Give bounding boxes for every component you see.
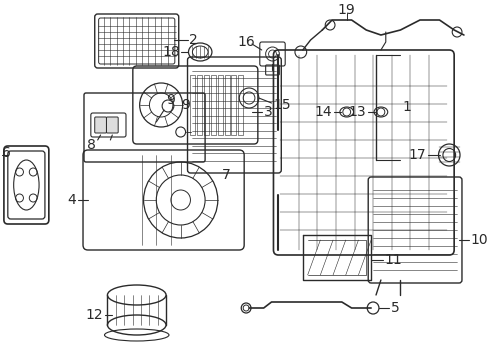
Bar <box>224 75 229 135</box>
Text: 4: 4 <box>68 193 76 207</box>
Bar <box>218 75 222 135</box>
Text: 17: 17 <box>408 148 426 162</box>
Text: 8: 8 <box>87 138 96 152</box>
Text: 9: 9 <box>181 98 190 112</box>
Text: 10: 10 <box>471 233 489 247</box>
Text: 7: 7 <box>222 168 231 182</box>
Text: 3: 3 <box>264 105 272 119</box>
Bar <box>191 75 196 135</box>
Bar <box>197 75 202 135</box>
Text: 9: 9 <box>167 93 175 107</box>
Text: 19: 19 <box>338 3 356 17</box>
Text: 2: 2 <box>190 33 198 47</box>
Text: 18: 18 <box>162 45 180 59</box>
Text: 13: 13 <box>348 105 366 119</box>
Bar <box>211 75 216 135</box>
Text: 16: 16 <box>237 35 255 49</box>
FancyBboxPatch shape <box>106 117 118 133</box>
Text: 12: 12 <box>86 308 103 322</box>
Text: 6: 6 <box>2 146 11 160</box>
Text: 5: 5 <box>391 301 399 315</box>
Text: 15: 15 <box>273 98 291 112</box>
Bar <box>238 75 243 135</box>
Text: 11: 11 <box>385 253 403 267</box>
Bar <box>231 75 236 135</box>
Bar <box>204 75 209 135</box>
Text: 14: 14 <box>315 105 332 119</box>
FancyBboxPatch shape <box>95 117 106 133</box>
Text: 1: 1 <box>402 100 411 114</box>
